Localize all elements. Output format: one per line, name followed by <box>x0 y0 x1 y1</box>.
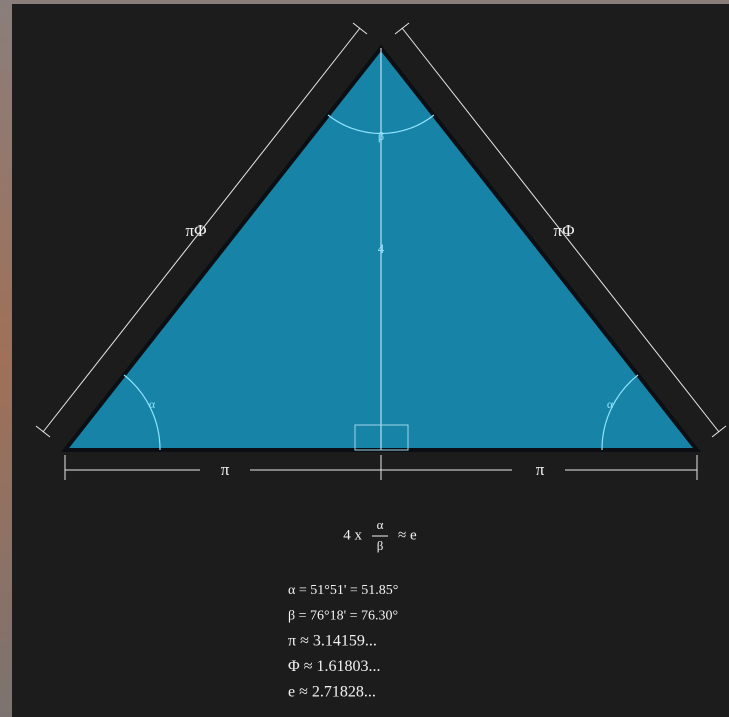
definitions: α = 51°51' = 51.85° β = 76°18' = 76.30° π … <box>288 583 398 700</box>
tick <box>394 22 410 35</box>
angle-label: α <box>607 397 614 411</box>
side-label: πΦ <box>185 221 206 240</box>
formula-denominator: β <box>377 538 384 553</box>
angle-label: β <box>378 129 384 143</box>
definition: β = 76°18' = 76.30° <box>288 609 398 624</box>
height-label: 4 <box>378 241 385 256</box>
definition: π ≈ 3.14159... <box>288 633 377 650</box>
formula-prefix: 4 x <box>343 527 362 543</box>
right-arc <box>601 374 639 451</box>
base-label: π <box>536 460 545 479</box>
definition: α = 51°51' = 51.85° <box>288 583 398 598</box>
side-label: πΦ <box>553 221 574 240</box>
formula-suffix: ≈ e <box>398 527 417 543</box>
tick <box>352 22 368 35</box>
left-arc <box>123 374 161 451</box>
definition: Φ ≈ 1.61803... <box>288 658 380 675</box>
left-dimension <box>42 27 361 433</box>
definition: e ≈ 2.71828... <box>288 684 376 701</box>
right-dimension <box>401 27 720 433</box>
formula: 4 x α β ≈ e <box>343 517 417 553</box>
dimension-lines <box>35 22 727 480</box>
formula-numerator: α <box>377 517 384 532</box>
apex-arc <box>327 114 435 135</box>
tick <box>35 425 51 438</box>
base-label: π <box>221 460 230 479</box>
tick <box>711 425 727 438</box>
angle-arcs <box>123 114 639 451</box>
angle-label: α <box>149 397 156 411</box>
right-angle-mark <box>354 424 409 451</box>
